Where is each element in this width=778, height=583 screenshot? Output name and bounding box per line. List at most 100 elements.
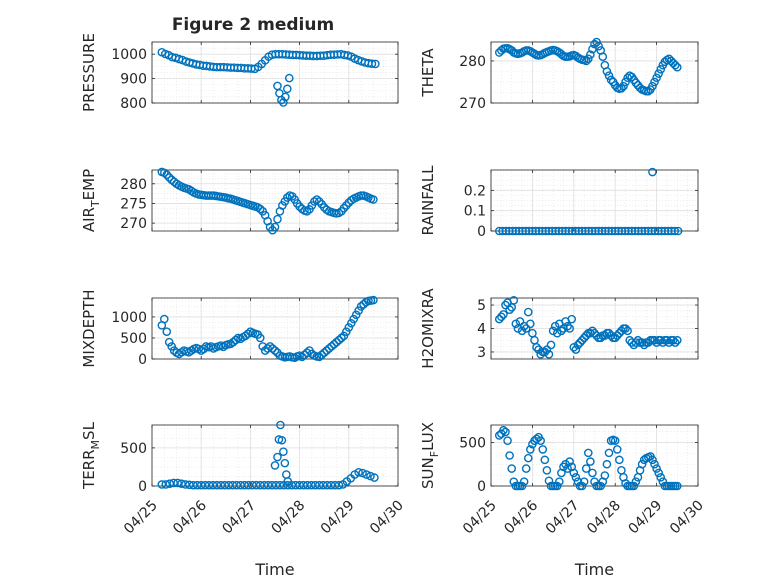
data-point — [581, 331, 591, 340]
data-point — [658, 338, 668, 347]
y-tick-label: 0.1 — [464, 204, 486, 220]
data-point — [581, 56, 591, 66]
data-point — [610, 436, 620, 445]
data-point — [598, 52, 608, 62]
data-point — [631, 477, 641, 486]
data-point — [662, 335, 672, 345]
data-point — [602, 67, 612, 76]
data-point — [157, 480, 167, 489]
data-point — [177, 479, 186, 489]
data-point — [670, 226, 680, 236]
data-point — [604, 71, 614, 80]
subplot-6: 3 4 5 H2OMIXRA — [419, 288, 699, 369]
data-point — [650, 335, 659, 345]
data-point — [173, 478, 182, 488]
data-point — [565, 324, 574, 333]
subplot-5: 0 500 1000 MIXDEPTH — [80, 289, 399, 368]
data-point — [505, 451, 514, 460]
data-point — [270, 346, 280, 355]
data-point — [644, 86, 653, 96]
data-point — [565, 457, 574, 466]
data-point — [366, 471, 375, 481]
data-point — [329, 339, 339, 349]
data-point — [162, 327, 172, 336]
data-point — [199, 344, 208, 354]
data-point — [579, 477, 589, 486]
data-point — [354, 467, 363, 477]
data-point — [314, 352, 324, 362]
data-point — [164, 337, 174, 347]
data-point — [362, 470, 371, 479]
data-point — [538, 445, 548, 454]
data-point — [511, 319, 521, 329]
data-point — [656, 335, 666, 345]
x-axis-label: Time — [254, 560, 294, 579]
data-point — [548, 326, 558, 336]
data-point — [501, 427, 510, 437]
x-tick-label: 04/25 — [121, 498, 161, 538]
data-point — [540, 347, 550, 357]
y-tick-label: 5 — [477, 298, 486, 314]
data-point — [673, 481, 682, 491]
data-point — [159, 314, 169, 324]
data-point — [339, 203, 349, 213]
data-point — [581, 464, 591, 473]
y-axis-label: AIRTEMP — [80, 169, 102, 232]
data-point — [332, 337, 341, 347]
data-point — [536, 436, 545, 445]
data-point — [583, 448, 593, 458]
data-point — [546, 340, 556, 350]
data-point — [536, 350, 545, 359]
data-point — [583, 54, 593, 64]
data-point — [571, 345, 581, 354]
data-point — [571, 472, 581, 482]
data-point — [637, 459, 647, 469]
data-point — [557, 326, 566, 336]
data-point — [594, 41, 603, 51]
data-point — [519, 477, 529, 486]
y-tick-label: 4 — [477, 322, 486, 338]
data-point — [260, 346, 270, 355]
data-point — [621, 77, 630, 87]
y-tick-label: 900 — [120, 72, 147, 88]
y-tick-label: 3 — [477, 345, 486, 361]
data-point — [559, 462, 568, 472]
y-tick-label: 1000 — [111, 47, 147, 63]
data-point — [270, 461, 280, 470]
data-point — [314, 197, 324, 206]
x-axis-label: Time — [574, 560, 614, 579]
x-tick-label: 04/30 — [667, 498, 707, 538]
data-point — [284, 73, 294, 83]
data-point — [279, 447, 288, 456]
data-point — [606, 75, 616, 85]
data-point — [505, 305, 514, 315]
data-point — [577, 481, 587, 491]
data-point — [654, 69, 663, 78]
data-point — [283, 477, 293, 486]
y-tick-label: 800 — [120, 96, 147, 112]
data-point — [592, 331, 601, 340]
data-point — [342, 327, 351, 336]
data-point — [652, 338, 661, 347]
y-tick-label: 280 — [120, 177, 147, 193]
data-point — [367, 59, 377, 69]
figure-title: Figure 2 medium — [172, 15, 334, 35]
y-axis-label: TERRMSL — [80, 421, 102, 490]
data-point — [606, 331, 616, 340]
y-tick-label: 500 — [459, 435, 486, 451]
data-point — [517, 481, 527, 491]
data-point — [617, 326, 626, 336]
data-point — [231, 335, 240, 345]
data-point — [612, 445, 622, 454]
data-point — [654, 468, 663, 478]
data-point — [526, 319, 535, 329]
y-tick-label: 270 — [459, 96, 486, 112]
data-point — [282, 84, 292, 94]
data-point — [349, 314, 359, 324]
data-point — [521, 464, 531, 473]
data-point — [652, 464, 661, 473]
data-point — [327, 342, 336, 351]
data-point — [596, 333, 606, 343]
y-axis-label: H2OMIXRA — [419, 288, 437, 369]
data-point — [499, 310, 508, 319]
